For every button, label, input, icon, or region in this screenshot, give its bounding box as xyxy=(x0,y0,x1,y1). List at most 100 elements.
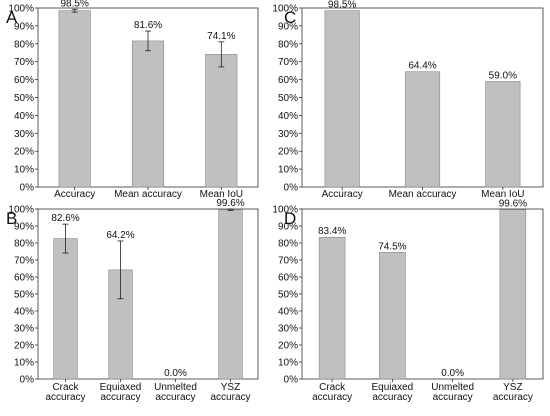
x-tick-label: Crack accuracy xyxy=(45,382,85,403)
x-tick-label-line: accuracy xyxy=(312,392,352,403)
y-tick-label: 80% xyxy=(14,39,34,50)
y-tick-label: 0% xyxy=(20,183,35,194)
x-tick-label: Crack accuracy xyxy=(312,382,352,403)
x-tick-label-line: accuracy xyxy=(372,392,412,403)
panel-label-b: B xyxy=(6,209,17,228)
chart-panel-b: B 0% 10% 20% 30% 40% 50% 60% 70% 80% 90% 100% 82.6% C… xyxy=(6,198,259,403)
x-tick-label: Unmelted accuracy xyxy=(154,382,197,403)
y-tick-label: 30% xyxy=(14,129,34,140)
x-tick-label: Mean IoU xyxy=(481,189,524,200)
data-label: 81.6% xyxy=(134,20,162,31)
chart-panel-d: D 0% 10% 20% 30% 40% 50% 60% 70% 80% 90% 100% 83.4% C… xyxy=(272,199,544,403)
bar xyxy=(205,54,238,188)
y-tick-label: 40% xyxy=(14,307,34,318)
x-tick-label: YSZ accuracy xyxy=(210,382,250,403)
x-tick-label-line: accuracy xyxy=(210,392,250,403)
x-tick-label-line: YSZ xyxy=(221,382,240,393)
y-tick-label: 90% xyxy=(14,21,34,32)
y-tick-label: 10% xyxy=(278,165,298,176)
y-tick-label: 100% xyxy=(8,205,34,216)
x-tick-label-line: accuracy xyxy=(155,392,195,403)
data-label: 0.0% xyxy=(441,368,464,379)
x-tick-label-line: accuracy xyxy=(45,392,85,403)
x-tick-label: Unmelted accuracy xyxy=(431,382,474,403)
y-tick-label: 20% xyxy=(278,147,298,158)
y-tick-label: 90% xyxy=(278,222,298,233)
data-label: 64.2% xyxy=(106,230,134,241)
data-label: 99.6% xyxy=(216,198,244,209)
bar xyxy=(404,71,441,188)
y-tick-label: 10% xyxy=(14,358,34,369)
x-tick-label-line: YSZ xyxy=(503,382,522,393)
bar xyxy=(218,209,243,380)
y-tick-label: 90% xyxy=(278,21,298,32)
chart-panel-c: C 0% 10% 20% 30% 40% 50% 60% 70% 80% 90% 100% 98.5% A… xyxy=(272,0,544,200)
x-tick-label-line: Equiaxed xyxy=(100,382,142,393)
panel-label-c: C xyxy=(284,8,296,27)
y-tick-label: 60% xyxy=(278,273,298,284)
x-tick-label-line: accuracy xyxy=(433,392,473,403)
y-tick-label: 60% xyxy=(278,75,298,86)
bar xyxy=(53,238,78,380)
bar xyxy=(318,236,346,380)
y-tick-label: 80% xyxy=(14,239,34,250)
y-tick-label: 30% xyxy=(278,129,298,140)
x-tick-label-line: Accuracy xyxy=(322,189,363,200)
y-tick-label: 70% xyxy=(278,57,298,68)
data-label: 99.6% xyxy=(499,199,527,210)
x-tick-label-line: accuracy xyxy=(493,392,533,403)
x-tick-label-line: Crack xyxy=(319,382,346,393)
data-label: 98.5% xyxy=(328,0,356,11)
panel-label-d: D xyxy=(284,209,296,228)
x-tick-label: Mean IoU xyxy=(200,189,243,200)
x-tick-label-line: Equiaxed xyxy=(372,382,414,393)
bar xyxy=(58,10,91,188)
y-tick-label: 20% xyxy=(278,341,298,352)
x-tick-label-line: Accuracy xyxy=(54,189,95,200)
y-tick-label: 100% xyxy=(8,4,34,15)
y-tick-label: 70% xyxy=(278,256,298,267)
y-tick-label: 0% xyxy=(284,375,299,386)
y-tick-label: 70% xyxy=(14,256,34,267)
x-tick-label-line: Mean accuracy xyxy=(114,189,182,200)
x-tick-label-line: Unmelted xyxy=(431,382,474,393)
y-tick-label: 50% xyxy=(14,290,34,301)
y-tick-label: 60% xyxy=(14,273,34,284)
data-label: 83.4% xyxy=(318,226,346,237)
y-tick-label: 90% xyxy=(14,222,34,233)
y-tick-label: 50% xyxy=(14,93,34,104)
y-tick-label: 60% xyxy=(14,75,34,86)
data-label: 64.4% xyxy=(408,61,436,72)
bar xyxy=(499,209,527,380)
data-label: 74.5% xyxy=(378,241,406,252)
x-tick-label-line: Mean accuracy xyxy=(389,189,457,200)
y-tick-label: 80% xyxy=(278,239,298,250)
y-tick-label: 10% xyxy=(14,165,34,176)
y-tick-label: 80% xyxy=(278,39,298,50)
x-tick-label-line: Crack xyxy=(52,382,79,393)
x-tick-label-line: Mean IoU xyxy=(200,189,243,200)
data-label: 82.6% xyxy=(51,213,79,224)
data-label: 74.1% xyxy=(207,31,235,42)
x-tick-label: Equiaxed accuracy xyxy=(100,382,142,403)
bar xyxy=(131,40,165,188)
x-tick-label-line: accuracy xyxy=(100,392,140,403)
y-tick-label: 30% xyxy=(14,324,34,335)
x-tick-label: Mean accuracy xyxy=(389,189,457,200)
data-label: 0.0% xyxy=(164,368,187,379)
y-tick-label: 10% xyxy=(278,358,298,369)
x-tick-label: Accuracy xyxy=(54,189,95,200)
y-tick-label: 0% xyxy=(20,375,35,386)
y-tick-label: 20% xyxy=(14,341,34,352)
x-tick-label-line: Mean IoU xyxy=(481,189,524,200)
bar xyxy=(324,10,360,188)
x-tick-label: Equiaxed accuracy xyxy=(372,382,414,403)
data-label: 98.5% xyxy=(60,0,88,9)
data-label: 59.0% xyxy=(489,70,517,81)
y-tick-label: 0% xyxy=(284,183,299,194)
y-tick-label: 100% xyxy=(272,4,298,15)
bar xyxy=(485,81,521,188)
x-tick-label-line: Unmelted xyxy=(154,382,197,393)
y-tick-label: 40% xyxy=(278,307,298,318)
